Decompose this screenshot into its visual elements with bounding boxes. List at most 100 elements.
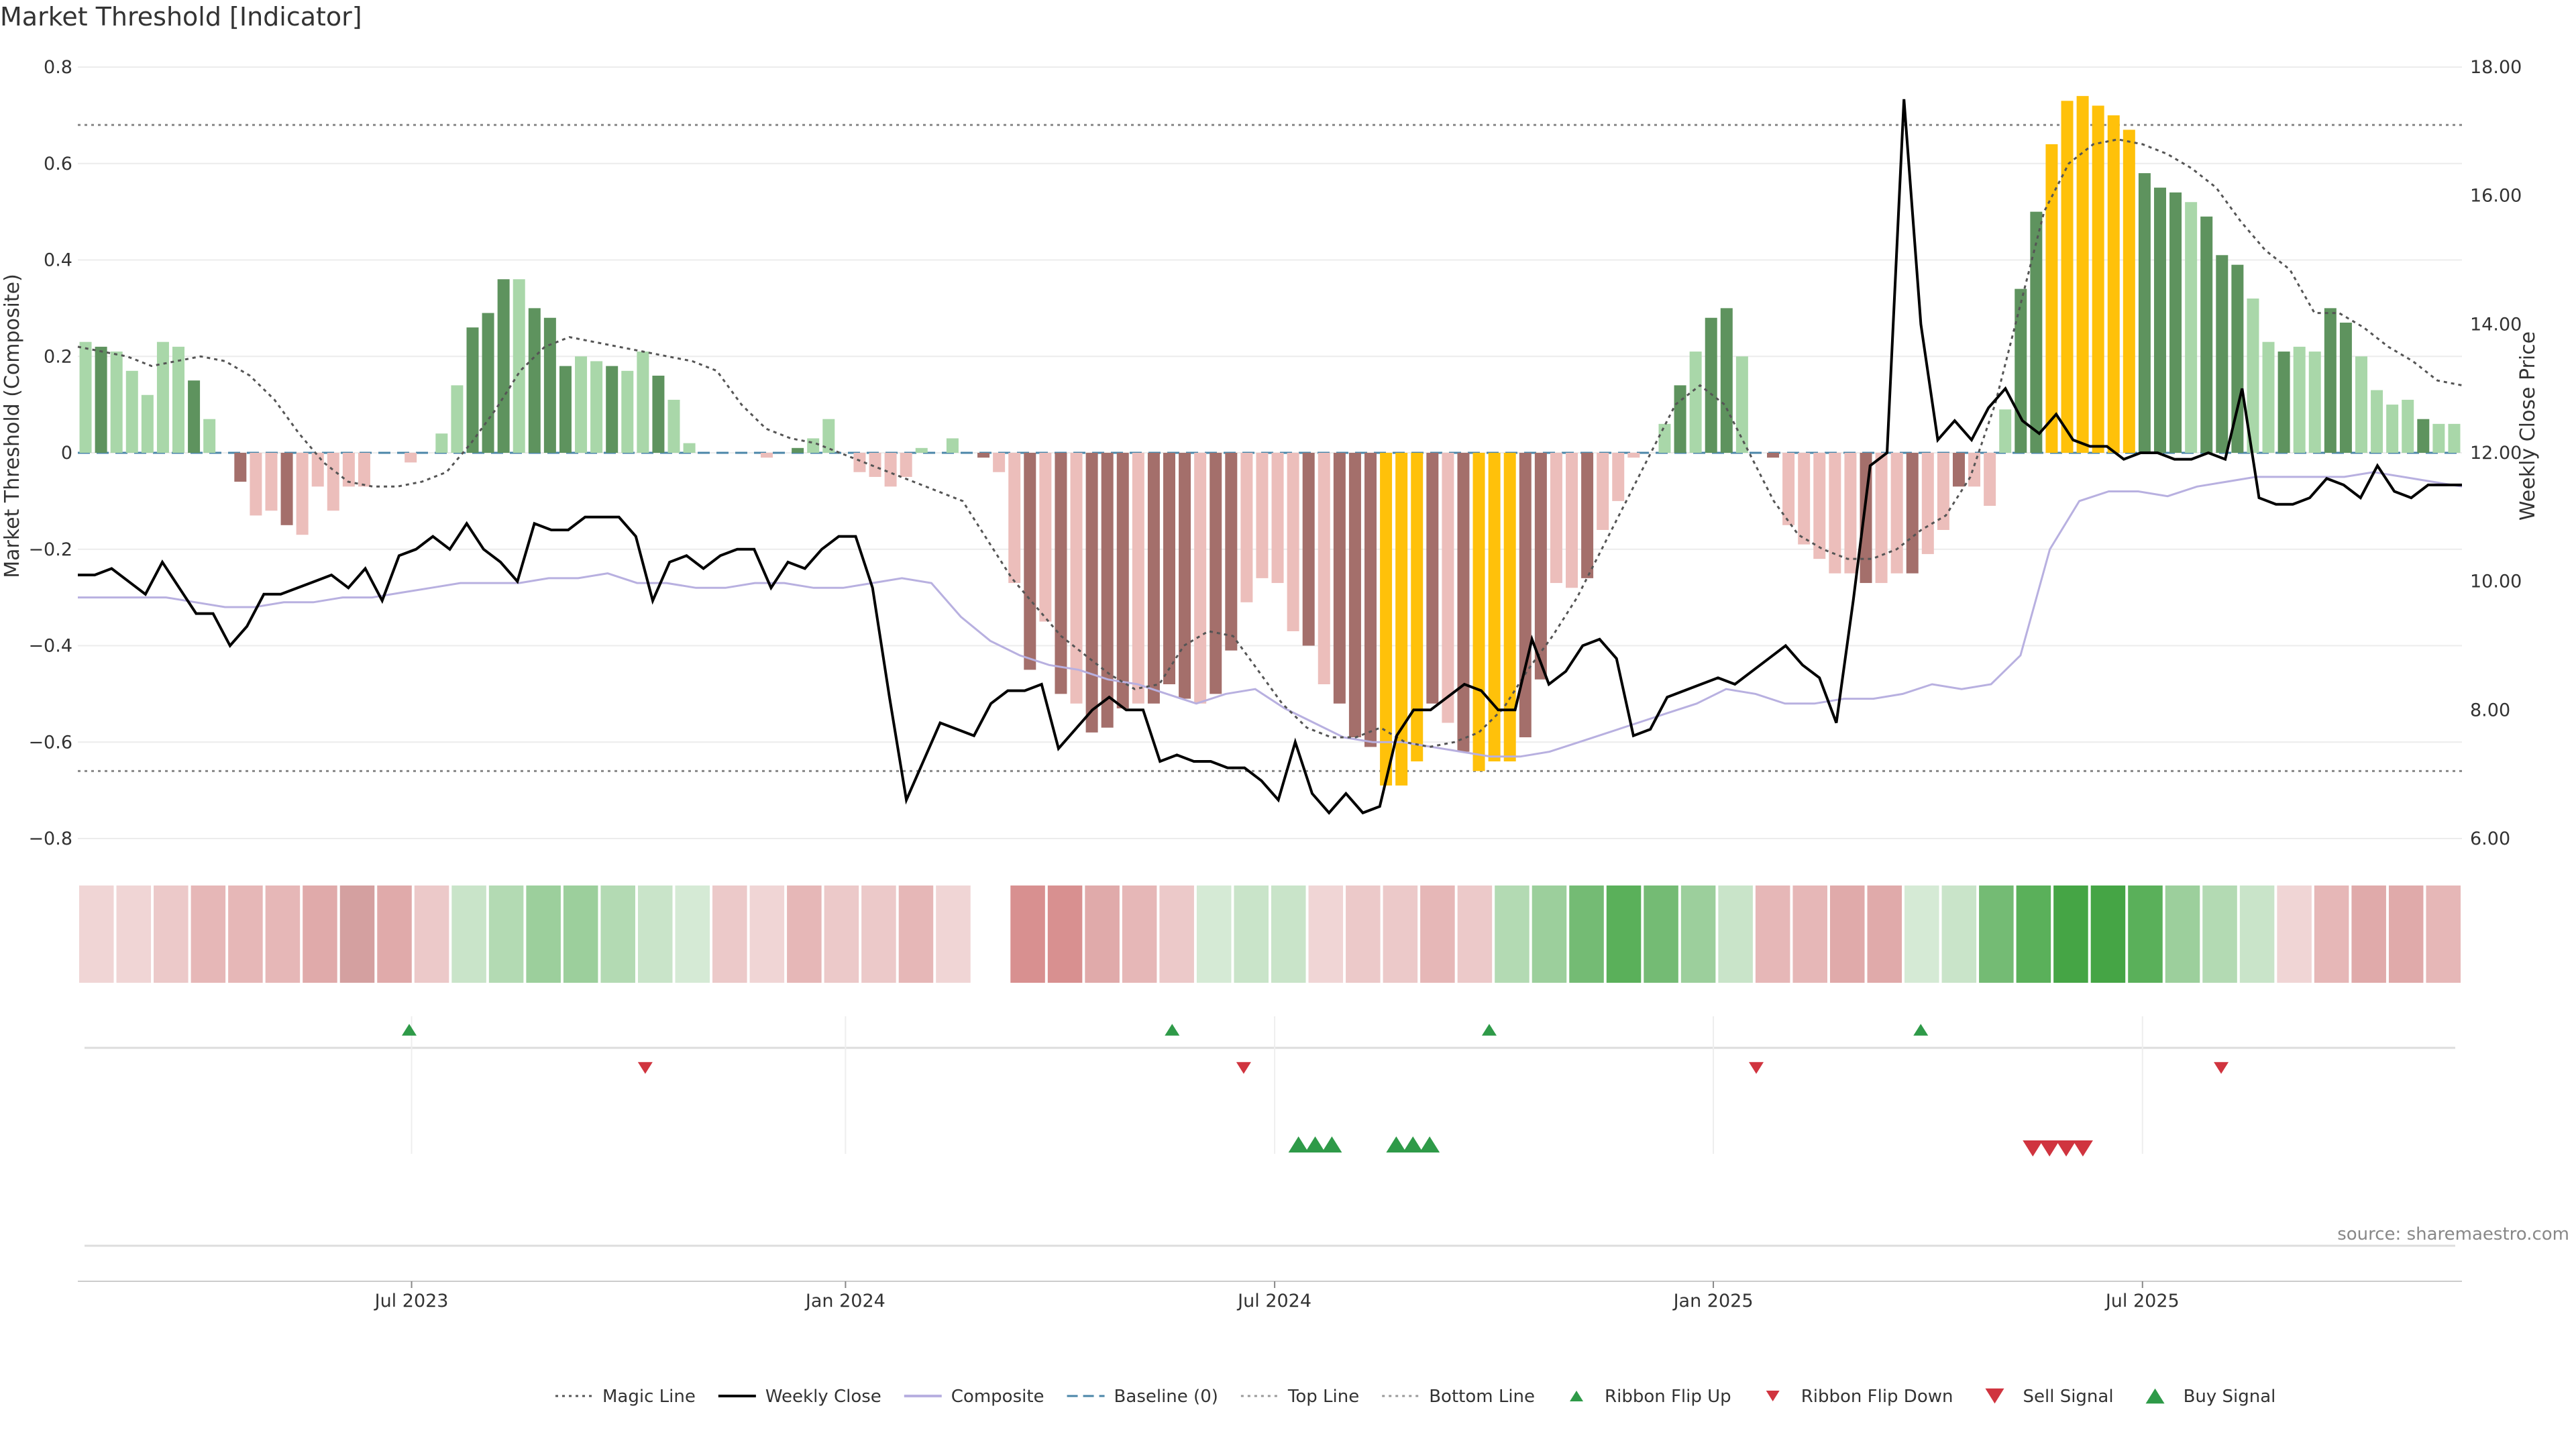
composite-bar [405, 453, 417, 463]
y-tick-label-right: 6.00 [2470, 828, 2510, 849]
composite-bar [1348, 453, 1361, 738]
ribbon-cell [154, 885, 189, 983]
composite-bar [1008, 453, 1021, 584]
composite-bar [2417, 419, 2430, 453]
ribbon-cell [861, 885, 896, 983]
ribbon-flip-up-marker [402, 1024, 417, 1036]
composite-bar [1256, 453, 1269, 578]
ribbon-cell [2426, 885, 2461, 983]
composite-bar [250, 453, 262, 516]
ribbon-cell [1792, 885, 1827, 983]
y-tick-label-left: −0.4 [28, 636, 72, 657]
composite-bar [2371, 390, 2383, 453]
composite-bar [1581, 453, 1594, 578]
ribbon-cell [2090, 885, 2126, 983]
composite-bar [652, 376, 665, 453]
ribbon-cell [1047, 885, 1083, 983]
composite-bar [296, 453, 309, 535]
composite-bar [559, 366, 572, 453]
composite-bar [2262, 341, 2275, 453]
legend-item: Composite [904, 1387, 1044, 1407]
composite-bar [1179, 453, 1191, 699]
legend-item: Ribbon Flip Down [1766, 1387, 1953, 1407]
ribbon-cell [973, 885, 1008, 983]
ribbon-cell [1085, 885, 1120, 983]
legend-item: Top Line [1240, 1387, 1359, 1407]
ribbon-cell [116, 885, 152, 983]
composite-bar [2386, 405, 2399, 453]
composite-bar [1364, 453, 1377, 747]
composite-bar [451, 385, 464, 453]
composite-bar [2448, 423, 2461, 453]
composite-bar [900, 453, 912, 477]
buy-signal-marker [1386, 1136, 1407, 1152]
composite-bar [869, 453, 881, 477]
ribbon-cell [1718, 885, 1753, 983]
sell-signal-marker [2056, 1140, 2077, 1157]
composite-bar [1240, 453, 1253, 602]
composite-bar [2107, 115, 2120, 453]
composite-bar [2402, 399, 2414, 453]
composite-bar [2200, 216, 2213, 453]
composite-bar [1875, 453, 1888, 584]
composite-bar [760, 453, 773, 458]
legend-swatch [1766, 1391, 1780, 1401]
x-tick-label: Jan 2025 [1672, 1291, 1754, 1311]
sell-signal-marker [2039, 1140, 2060, 1157]
composite-bar [590, 361, 603, 453]
ribbon-cell [1755, 885, 1790, 983]
ribbon-cell [1271, 885, 1306, 983]
ribbon-cell [1867, 885, 1902, 983]
composite-bar [606, 366, 619, 453]
ribbon-cell [1680, 885, 1716, 983]
composite-bar [2092, 105, 2104, 453]
ribbon-cell [1941, 885, 1977, 983]
y-tick-label-left: −0.2 [28, 539, 72, 560]
composite-bar [1503, 453, 1516, 761]
legend-label: Composite [951, 1387, 1044, 1407]
ribbon-cell [1122, 885, 1157, 983]
x-tick-label: Jan 2024 [804, 1291, 885, 1311]
composite-bar [1566, 453, 1578, 588]
composite-bar [311, 453, 324, 487]
composite-bar [1116, 453, 1129, 708]
ribbon-flip-up-marker [1913, 1024, 1929, 1036]
legend-item: Ribbon Flip Up [1570, 1387, 1731, 1407]
magic-line [77, 138, 2463, 748]
composite-bar [2061, 101, 2074, 453]
x-tick-label: Jul 2025 [2104, 1291, 2180, 1311]
ribbon-cell [1383, 885, 1418, 983]
y-tick-label-left: 0.8 [44, 57, 72, 78]
composite-bar [1488, 453, 1501, 761]
composite-bar [110, 352, 123, 453]
composite-bar [1426, 453, 1439, 704]
composite-bar [1333, 453, 1346, 704]
composite-bar [2030, 211, 2043, 453]
ribbon-cell [2239, 885, 2275, 983]
composite-bar [1782, 453, 1795, 525]
composite-bar [853, 453, 866, 472]
ribbon-cell [1569, 885, 1604, 983]
ribbon-cell [1346, 885, 1381, 983]
legend-label: Sell Signal [2023, 1387, 2113, 1407]
composite-bar [280, 453, 293, 525]
ribbon-cell [339, 885, 375, 983]
composite-bar [1999, 409, 2012, 453]
composite-bar [946, 438, 959, 453]
composite-bar [528, 308, 541, 453]
composite-bar [1039, 453, 1052, 622]
ribbon-cell [600, 885, 635, 983]
legend: Magic Line Weekly Close Composite Baseline … [555, 1387, 2275, 1407]
composite-bar [1705, 317, 1717, 453]
composite-bar [2339, 322, 2352, 453]
ribbon-cell [787, 885, 822, 983]
composite-bar [637, 352, 649, 453]
ribbon-cell [1904, 885, 1939, 983]
buy-signal-marker [1322, 1136, 1342, 1152]
composite-bar [234, 453, 247, 482]
buy-signal-marker [1305, 1136, 1326, 1152]
source-credit: source: sharemaestro.com [2337, 1224, 2569, 1244]
composite-bar [1147, 453, 1160, 704]
composite-bar [2355, 356, 2367, 453]
